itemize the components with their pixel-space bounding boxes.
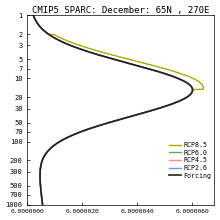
Title: CMIP5 SPARC: December: 65N , 270E: CMIP5 SPARC: December: 65N , 270E	[32, 6, 210, 15]
RCP2.6	[178, 100, 181, 102]
Line: RCP4.5: RCP4.5	[33, 15, 192, 205]
Forcing	[178, 100, 181, 102]
RCP6.0	[32, 14, 35, 17]
RCP4.5	[94, 126, 96, 128]
RCP4.5	[41, 203, 44, 206]
RCP6.0	[94, 126, 96, 128]
RCP8.5	[146, 63, 149, 65]
RCP8.5	[94, 126, 96, 128]
RCP2.6	[58, 140, 61, 143]
RCP8.5	[32, 14, 35, 17]
RCP8.5	[41, 203, 44, 206]
RCP6.0	[58, 140, 61, 143]
Forcing	[94, 126, 96, 128]
RCP6.0	[42, 156, 45, 159]
RCP4.5	[58, 140, 61, 143]
Line: Forcing: Forcing	[33, 15, 193, 205]
RCP2.6	[94, 126, 96, 128]
RCP8.5	[42, 156, 45, 159]
RCP4.5	[32, 14, 35, 17]
RCP6.0	[178, 100, 181, 102]
RCP4.5	[78, 48, 81, 50]
RCP6.0	[78, 48, 81, 50]
RCP8.5	[58, 140, 61, 143]
Line: RCP2.6: RCP2.6	[33, 15, 192, 205]
Line: RCP8.5: RCP8.5	[33, 15, 204, 205]
Line: RCP6.0: RCP6.0	[33, 15, 192, 205]
RCP2.6	[32, 14, 35, 17]
RCP2.6	[42, 156, 45, 159]
RCP4.5	[178, 100, 181, 102]
RCP2.6	[130, 63, 132, 65]
Legend: RCP8.5, RCP6.0, RCP4.5, RCP2.6, Forcing: RCP8.5, RCP6.0, RCP4.5, RCP2.6, Forcing	[169, 142, 211, 179]
RCP6.0	[130, 63, 132, 65]
RCP2.6	[41, 203, 44, 206]
Forcing	[41, 203, 44, 206]
RCP2.6	[78, 48, 81, 50]
RCP4.5	[42, 156, 45, 159]
Forcing	[58, 140, 61, 143]
RCP4.5	[130, 63, 132, 65]
Forcing	[78, 48, 81, 50]
Forcing	[130, 63, 133, 65]
Forcing	[42, 156, 45, 159]
RCP8.5	[89, 48, 92, 50]
Forcing	[32, 14, 35, 17]
RCP6.0	[41, 203, 44, 206]
RCP8.5	[178, 100, 181, 102]
